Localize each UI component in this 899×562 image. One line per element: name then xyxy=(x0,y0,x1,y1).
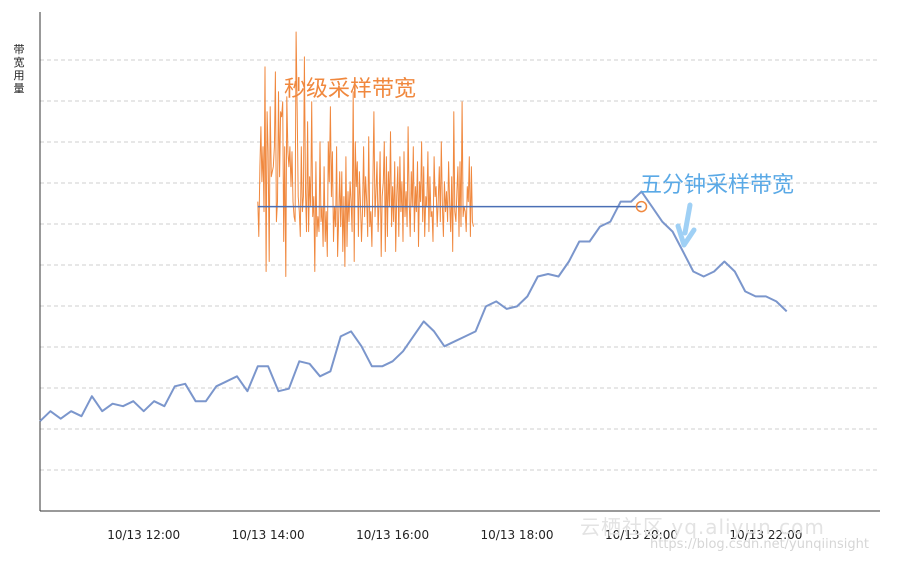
peak-marker xyxy=(635,200,648,213)
series-layer xyxy=(39,31,788,422)
x-tick-labels: 10/13 12:00 10/13 14:00 10/13 16:00 10/13 1… xyxy=(107,528,802,542)
y-label-char: 量 xyxy=(14,82,25,95)
x-tick-label: 10/13 22:00 xyxy=(729,528,802,542)
y-label-char: 带 xyxy=(14,43,25,56)
five-minute-sampling-annotation: 五分钟采样带宽 xyxy=(640,173,794,198)
x-tick-label: 10/13 20:00 xyxy=(605,528,678,542)
watermark-text: 云栖社区 yq.aliyun.com xyxy=(580,515,825,539)
watermark-source: https://blog.csdn.net/yunqiinsight xyxy=(650,537,869,552)
x-tick-label: 10/13 14:00 xyxy=(232,528,305,542)
gridlines xyxy=(40,59,880,471)
y-label-char: 用 xyxy=(14,69,25,82)
pointer-arrow xyxy=(675,202,697,248)
y-label-char: 宽 xyxy=(14,55,25,69)
x-tick-label: 10/13 16:00 xyxy=(356,528,429,542)
second-sampling-line xyxy=(257,31,474,277)
x-tick-label: 10/13 12:00 xyxy=(107,528,180,542)
second-sampling-annotation: 秒级采样带宽 xyxy=(284,77,416,102)
x-tick-label: 10/13 18:00 xyxy=(481,528,554,542)
five-minute-sampling-line xyxy=(39,190,788,422)
